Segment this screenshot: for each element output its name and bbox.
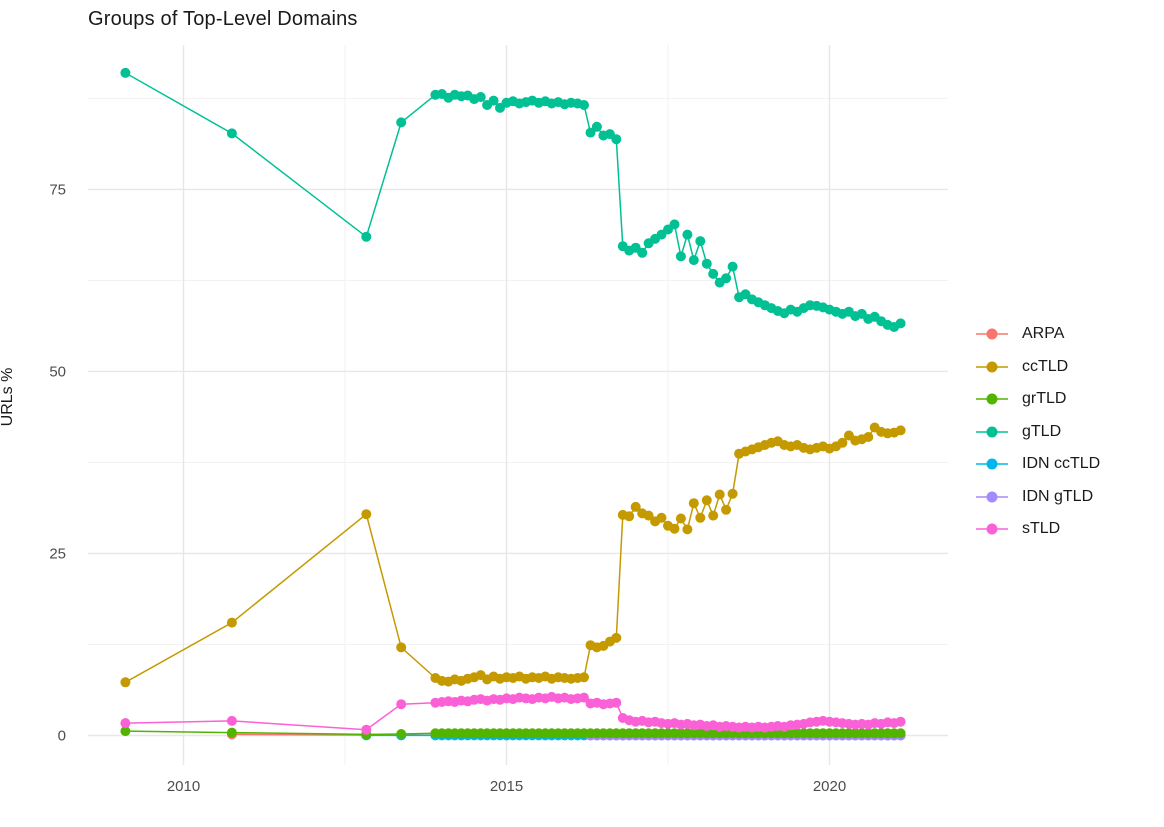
series-gtld-point [120, 67, 131, 78]
y-tick-label-25: 25 [49, 545, 66, 562]
legend-item-idn-gtld: IDN gTLD [976, 481, 1100, 514]
series-cctld-point [361, 509, 372, 520]
legend-key-stld-icon [976, 523, 1008, 535]
legend-label: ccTLD [1022, 357, 1069, 375]
legend-key-dot [986, 491, 998, 503]
series-cctld-point [863, 432, 874, 442]
legend-key-arpa-icon [976, 328, 1008, 340]
series-gtld-point [895, 318, 906, 329]
series-gtld-point [695, 236, 706, 247]
legend-label: gTLD [1022, 422, 1062, 440]
series-stld-point [579, 692, 589, 703]
series-cctld-point [837, 437, 848, 448]
series-cctld-point [226, 617, 237, 628]
series-gtld-line [125, 72, 901, 328]
series-cctld-point [688, 498, 699, 509]
series-stld-point [895, 716, 906, 727]
legend-label: ARPA [1022, 325, 1065, 343]
series-gtld-point [727, 261, 738, 272]
legend-item-idn-cctld: IDN ccTLD [976, 448, 1100, 481]
series-stld-point [396, 699, 407, 710]
series-gtld-point [361, 231, 372, 242]
series-gtld-point [396, 117, 407, 128]
series-gtld-point [488, 95, 499, 106]
series-gtld-point [579, 100, 589, 110]
legend-key-idn-gtld-icon [976, 491, 1008, 503]
series-cctld-point [643, 510, 654, 521]
series-cctld-point [396, 642, 407, 653]
x-tick-label-2010: 2010 [166, 778, 201, 795]
legend-key-dot [986, 523, 998, 535]
series-gtld-point [682, 229, 693, 240]
y-tick-label-0: 0 [57, 727, 66, 744]
series-gtld-point [688, 255, 699, 266]
series-cctld-point [669, 523, 680, 534]
series-cctld-point [727, 488, 738, 499]
series-gtld-point [701, 258, 712, 269]
legend-key-dot [986, 393, 998, 405]
y-tick-label-50: 50 [49, 363, 66, 381]
gridlines [88, 45, 948, 765]
series-cctld-point [695, 512, 706, 523]
series-stld [120, 691, 906, 735]
series-grtld-point [895, 728, 906, 739]
series-cctld-point [721, 504, 732, 515]
series-gtld-point [585, 127, 596, 138]
series-cctld-point [611, 632, 622, 643]
series-gtld-point [475, 92, 486, 102]
series-gtld-point [708, 268, 719, 279]
series-cctld-point [708, 510, 719, 521]
series-cctld-point [701, 495, 712, 506]
legend-key-gtld-icon [976, 426, 1008, 438]
series-stld-point [361, 724, 372, 735]
legend-key-cctld-icon [976, 361, 1008, 373]
series-stld-point [226, 715, 237, 726]
series-gtld [120, 67, 906, 332]
series-grtld-point [396, 729, 407, 739]
legend-label: IDN gTLD [1022, 487, 1094, 505]
series-grtld-point [120, 726, 131, 737]
x-tick-label-2020: 2020 [812, 778, 847, 795]
series-cctld-point [895, 425, 906, 436]
legend-item-stld: sTLD [976, 513, 1100, 546]
series-cctld-point [656, 512, 667, 523]
legend-item-grtld: grTLD [976, 383, 1100, 416]
series-gtld-point [721, 273, 732, 284]
legend-item-arpa: ARPA [976, 318, 1100, 351]
legend-key-grtld-icon [976, 393, 1008, 405]
series-cctld-point [714, 489, 725, 500]
series-cctld-point [675, 513, 686, 524]
legend-item-cctld: ccTLD [976, 351, 1100, 384]
series-cctld-point [682, 524, 693, 535]
legend-key-dot [986, 361, 998, 373]
legend-key-dot [986, 328, 998, 340]
series-stld-point [120, 718, 131, 729]
series-gtld-point [226, 128, 237, 139]
legend-label: grTLD [1022, 390, 1067, 408]
series-gtld-point [637, 247, 648, 258]
series-cctld-point [120, 677, 131, 688]
legend-label: IDN ccTLD [1022, 455, 1101, 473]
y-tick-label-75: 75 [49, 181, 66, 199]
series-gtld-point [669, 219, 680, 230]
series-grtld-point [226, 727, 237, 738]
series-cctld-point [624, 511, 635, 522]
x-tick-label-2015: 2015 [489, 778, 524, 795]
chart-title: Groups of Top-Level Domains [88, 8, 358, 30]
legend-key-dot [986, 458, 998, 470]
series-gtld-point [591, 121, 602, 132]
series-gtld-point [675, 251, 686, 262]
legend-label: sTLD [1022, 520, 1061, 538]
series-gtld-point [611, 134, 622, 145]
legend-key-idn-cctld-icon [976, 458, 1008, 470]
series-cctld [120, 422, 906, 688]
series-cctld-point [579, 672, 589, 683]
series-cctld-point [630, 501, 641, 512]
series-stld-point [611, 697, 622, 708]
legend-item-gtld: gTLD [976, 416, 1100, 449]
legend-key-dot [986, 426, 998, 438]
legend: ARPA ccTLD grTLD gTLD IDN ccTLD IDN gTLD sTLD [976, 318, 1100, 546]
